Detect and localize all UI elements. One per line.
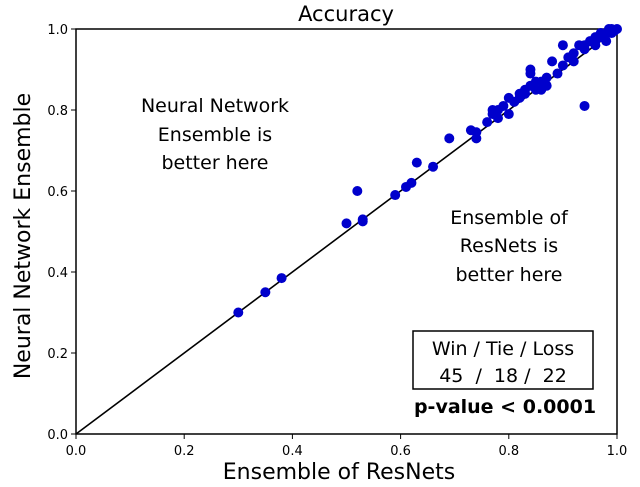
data-point xyxy=(428,161,439,172)
data-point xyxy=(406,177,417,188)
data-point xyxy=(233,307,244,318)
win-tie-loss-frame xyxy=(412,330,594,390)
data-point xyxy=(444,133,455,144)
annotation-upper-left: Neural Network Ensemble is better here xyxy=(141,95,289,174)
y-tick-label: 1.0 xyxy=(47,23,68,38)
data-point xyxy=(411,157,422,168)
annotation-lower-right-line-3: better here xyxy=(455,264,562,286)
data-point xyxy=(568,56,579,67)
data-point xyxy=(601,36,612,47)
win-tie-loss-values: 45 / 18 / 22 xyxy=(439,365,567,387)
annotation-lower-right-line-2: ResNets is xyxy=(460,235,558,257)
p-value-label: p-value < 0.0001 xyxy=(414,396,596,418)
data-point xyxy=(579,44,590,55)
annotation-lower-right: Ensemble of ResNets is better here xyxy=(450,207,569,286)
y-tick-label: 0.6 xyxy=(47,185,68,200)
y-tick-label: 0.2 xyxy=(47,347,68,362)
data-point xyxy=(590,40,601,51)
data-point xyxy=(498,100,509,111)
x-tick-label: 1.0 xyxy=(607,444,628,459)
win-tie-loss-header: Win / Tie / Loss xyxy=(432,338,574,360)
annotation-upper-left-line-1: Neural Network xyxy=(141,95,289,117)
data-point xyxy=(579,100,590,111)
x-tick-label: 0.0 xyxy=(66,444,87,459)
y-tick-label: 0.0 xyxy=(47,428,68,443)
y-tick-label: 0.8 xyxy=(47,104,68,119)
data-point xyxy=(276,273,287,284)
data-point xyxy=(541,72,552,83)
data-point xyxy=(568,48,579,59)
data-point xyxy=(503,109,514,120)
annotation-upper-left-line-2: Ensemble is xyxy=(158,124,272,146)
annotation-upper-left-line-3: better here xyxy=(161,152,268,174)
data-point xyxy=(541,80,552,91)
data-point xyxy=(547,56,558,67)
data-point xyxy=(557,60,568,71)
data-point xyxy=(492,113,503,124)
win-tie-loss-box: Win / Tie / Loss 45 / 18 / 22 xyxy=(412,330,594,390)
data-point xyxy=(482,117,493,128)
y-axis-label: Neural Network Ensemble xyxy=(11,93,36,379)
annotation-lower-right-line-1: Ensemble of xyxy=(450,207,569,229)
data-point xyxy=(390,190,401,201)
x-tick-label: 0.8 xyxy=(498,444,519,459)
data-point xyxy=(552,68,563,79)
y-tick-label: 0.4 xyxy=(47,266,68,281)
data-point xyxy=(557,40,568,51)
x-tick-label: 0.4 xyxy=(282,444,303,459)
y-axis-ticks: 0.0 0.2 0.4 0.6 0.8 1.0 xyxy=(47,23,76,443)
x-axis-ticks: 0.0 0.2 0.4 0.6 0.8 1.0 xyxy=(66,434,628,459)
data-point xyxy=(520,88,531,99)
data-point xyxy=(260,287,271,298)
data-points xyxy=(233,24,622,318)
x-tick-label: 0.2 xyxy=(174,444,195,459)
x-tick-label: 0.6 xyxy=(390,444,411,459)
data-point xyxy=(525,68,536,79)
data-point xyxy=(341,218,352,229)
x-axis-label: Ensemble of ResNets xyxy=(223,460,455,485)
data-point xyxy=(352,186,363,196)
data-point xyxy=(471,127,482,138)
chart-title: Accuracy xyxy=(298,2,394,26)
plot-area xyxy=(75,28,618,435)
data-point xyxy=(357,216,368,227)
data-point xyxy=(603,24,614,34)
